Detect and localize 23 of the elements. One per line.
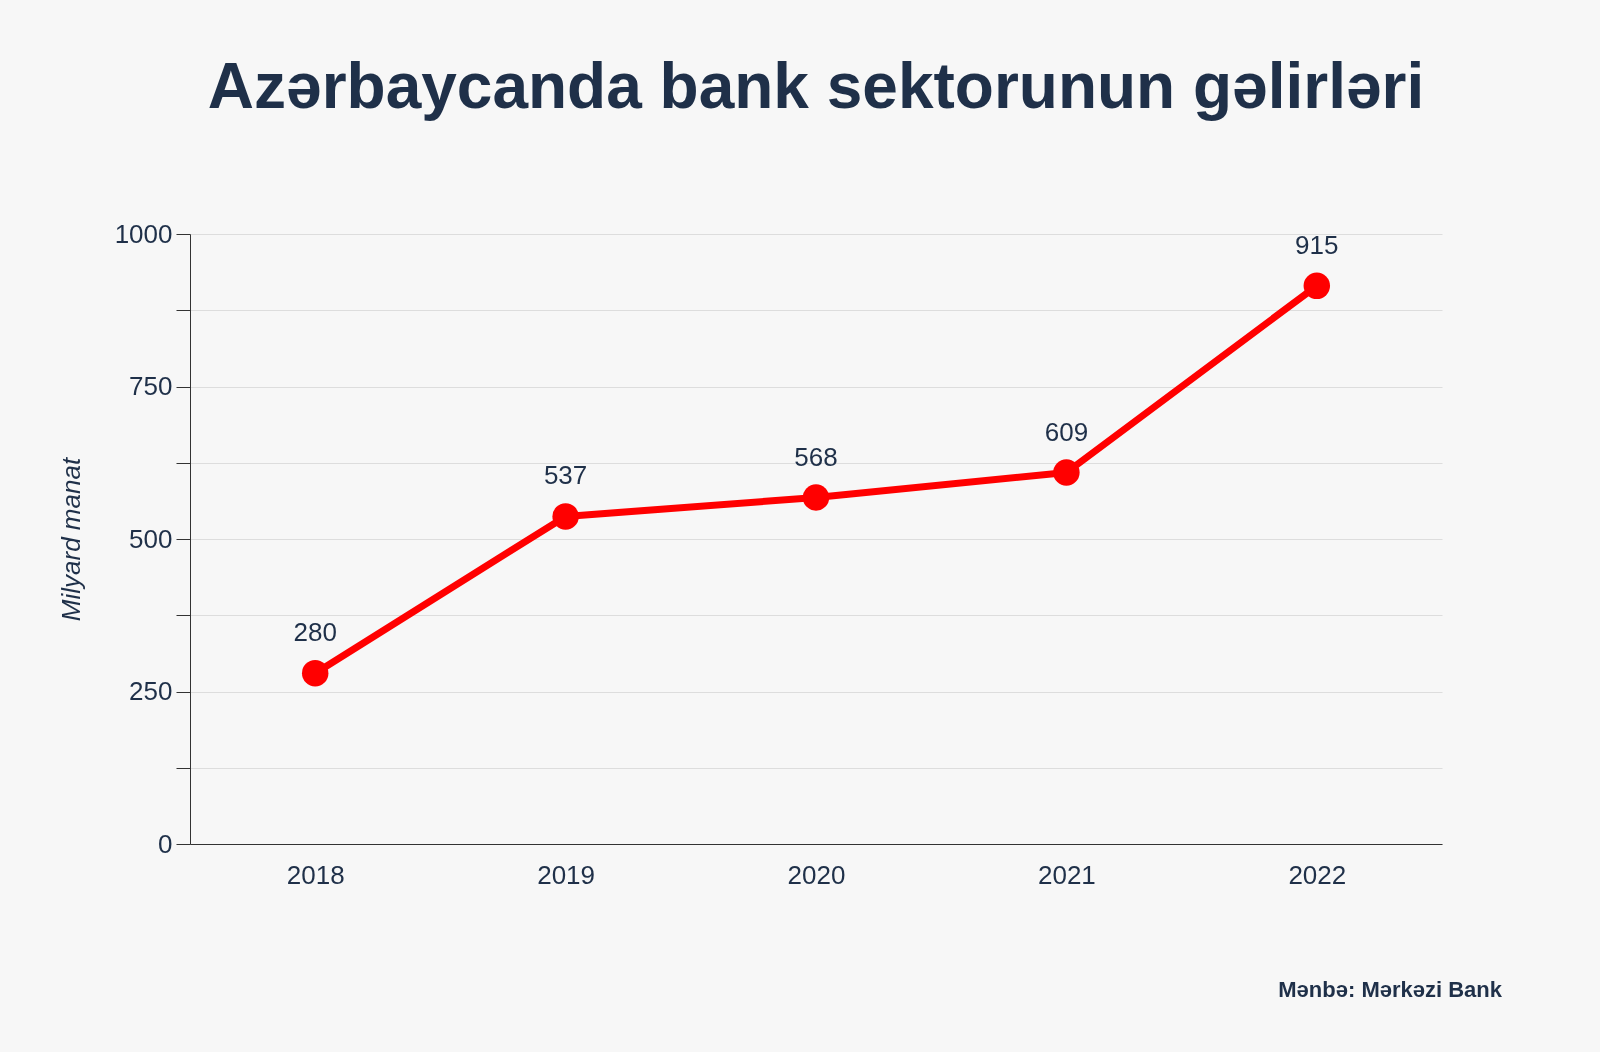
- data-label: 537: [543, 460, 588, 491]
- y-axis-title: Milyard manat: [55, 456, 86, 622]
- x-tick-label: 2019: [537, 859, 596, 890]
- point: [301, 660, 329, 687]
- y-tick-label: 0: [158, 828, 173, 859]
- text: Mənbə: Mərkəzi Bank: [1278, 977, 1503, 1002]
- point: [1053, 459, 1080, 486]
- x-tick-label: 2021: [1037, 859, 1096, 890]
- point: [552, 503, 579, 530]
- data-label: 280: [293, 617, 337, 648]
- data-label: 609: [1044, 416, 1089, 447]
- chart-title: Azərbaycanda bank sektorunun gəlirləri: [207, 50, 1425, 122]
- y-tick-label: 1000: [114, 218, 173, 249]
- y-tick-label: 750: [129, 371, 173, 401]
- data-label: 568: [794, 441, 838, 472]
- point: [802, 484, 830, 511]
- data-label: 915: [1295, 229, 1339, 260]
- x-tick-label: 2020: [787, 859, 846, 890]
- x-tick-label: 2018: [286, 859, 345, 890]
- y-tick-label: 500: [129, 523, 173, 554]
- x-tick-label: 2022: [1288, 859, 1347, 890]
- point: [1303, 272, 1331, 300]
- y-tick-label: 250: [129, 676, 173, 706]
